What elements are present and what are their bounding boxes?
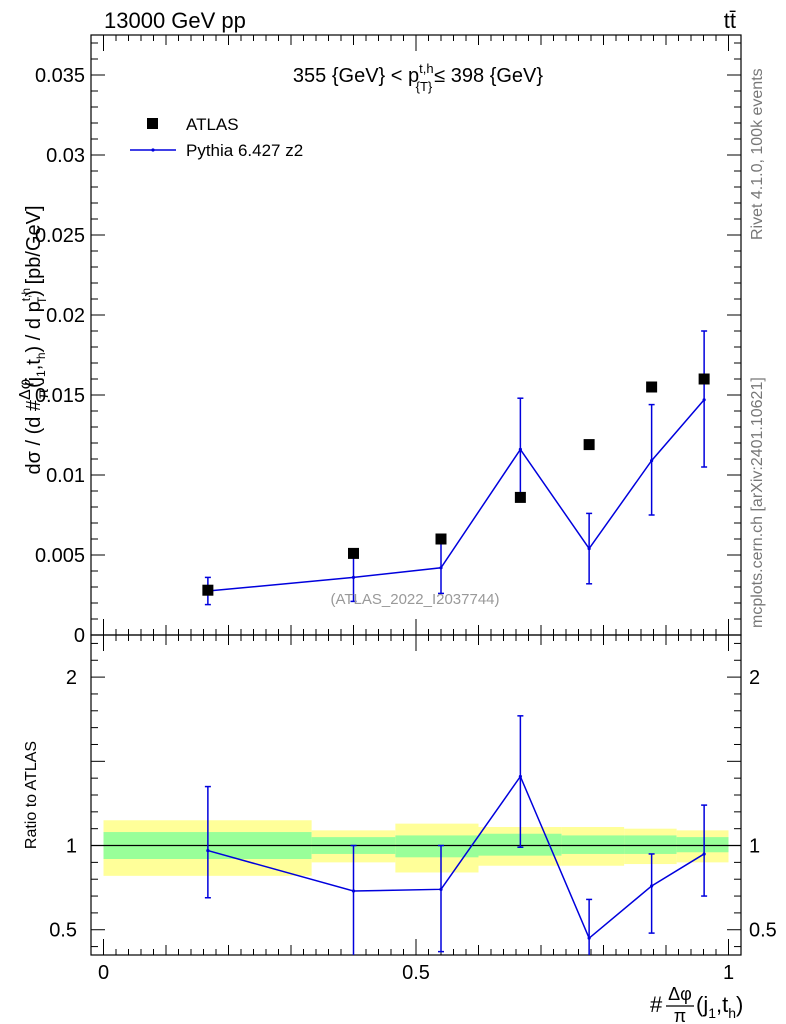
pythia-point (518, 447, 522, 451)
ratio-point (206, 848, 210, 853)
main-panel-title: 355 {GeV} < pt,h {T} ≤ 398 {GeV} (293, 61, 543, 94)
ratio-point (650, 884, 654, 888)
legend: ATLAS Pythia 6.427 z2 (130, 115, 303, 160)
ratio-band-stat (561, 835, 625, 854)
atlas-point (698, 373, 710, 385)
main-y-tick-label: 0.02 (46, 305, 85, 327)
rivet-label: Rivet 4.1.0, 100k events (749, 68, 766, 240)
pythia-point (351, 575, 356, 580)
main-y-tick-label: 0.03 (46, 145, 85, 167)
main-plot-area: 0 0.005 0.01 0.015 0.02 0.025 0.03 0.035 (35, 34, 742, 647)
ratio-panel: 0 0.5 1 0.5 0.5 1 1 2 2 Ratio to ATLAS # Δφ π (j… (23, 634, 777, 1024)
main-y-tick-label: 0 (74, 625, 85, 647)
atlas-point (514, 491, 526, 503)
svg-text:(j1,th): (j1,th) (696, 992, 743, 1021)
pythia-point (650, 459, 654, 463)
pythia-point (702, 398, 706, 402)
pythia-point (439, 566, 443, 570)
ratio-band-stat (676, 837, 729, 853)
legend-label-pythia: Pythia 6.427 z2 (186, 141, 303, 160)
ratio-y-tick-label-left: 0.5 (49, 920, 77, 942)
ratio-frame (90, 634, 742, 956)
ratio-x-axis-title: # Δφ π (j1,th) (650, 984, 743, 1024)
ratio-band-stat (624, 835, 677, 854)
main-y-tick-label: 0.015 (35, 385, 85, 407)
ratio-y-tick-label-right: 1 (749, 836, 760, 858)
ratio-band-stat (395, 835, 479, 858)
header-collision-label: 13000 GeV pp (104, 8, 246, 33)
pythia-line (207, 399, 705, 592)
ratio-point (702, 852, 706, 856)
legend-marker-pythia (151, 148, 155, 152)
ratio-y-axis-title: Ratio to ATLAS (23, 741, 40, 849)
header-process-label: tt̄ (724, 8, 736, 33)
atlas-point (348, 547, 359, 559)
ratio-x-tick-label: 1 (723, 962, 734, 984)
ratio-point (351, 889, 356, 893)
svg-text:Δφ: Δφ (668, 984, 692, 1004)
legend-label-atlas: ATLAS (186, 115, 239, 134)
pythia-point (587, 547, 591, 551)
analysis-label: (ATLAS_2022_I2037744) (330, 591, 499, 608)
main-y-tick-label: 0.035 (35, 65, 85, 87)
ratio-point (587, 936, 591, 940)
ratio-plot-area: 0 0.5 1 0.5 0.5 1 1 2 2 (49, 634, 777, 984)
legend-marker-atlas (147, 118, 158, 129)
mcplots-label: mcplots.cern.ch [arXiv:2401.10621] (749, 377, 766, 628)
svg-text:#: # (650, 992, 663, 1017)
main-y-tick-label: 0.025 (35, 225, 85, 247)
atlas-point (202, 584, 214, 596)
main-y-tick-label: 0.01 (46, 465, 85, 487)
ratio-x-tick-label: 0.5 (402, 962, 430, 984)
atlas-point (646, 381, 658, 393)
ratio-y-tick-label-right: 0.5 (749, 920, 777, 942)
svg-text:π: π (674, 1006, 686, 1024)
ratio-y-tick-label-left: 1 (66, 836, 77, 858)
ratio-y-tick-label-left: 2 (66, 667, 77, 689)
ratio-point (518, 774, 522, 779)
main-panel: 0 0.005 0.01 0.015 0.02 0.025 0.03 0.035 355 {G… (17, 34, 742, 647)
atlas-point (583, 439, 595, 451)
ratio-y-tick-label-right: 2 (749, 667, 760, 689)
ratio-x-tick-label: 0 (98, 962, 109, 984)
main-y-tick-label: 0.005 (35, 545, 85, 567)
ratio-point (439, 887, 443, 891)
atlas-point (435, 533, 447, 545)
